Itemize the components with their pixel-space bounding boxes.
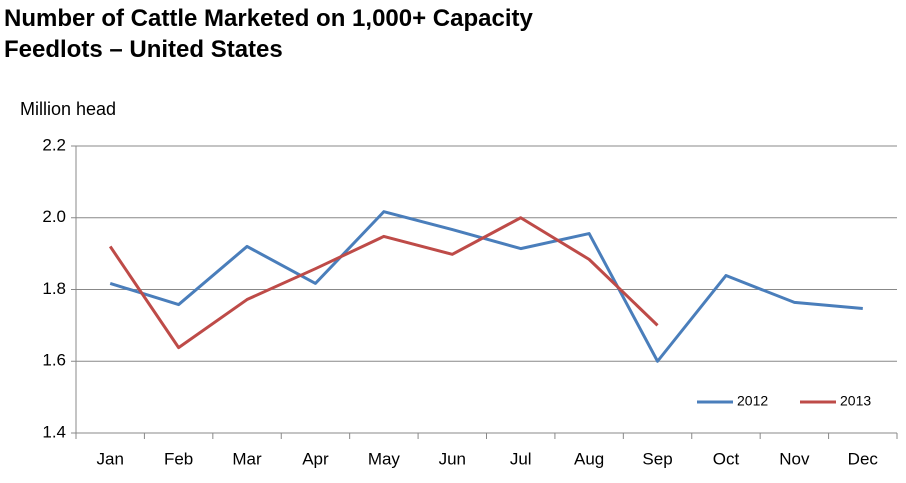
x-tick-label: Feb bbox=[164, 449, 193, 468]
y-axis-label: Million head bbox=[20, 99, 116, 119]
legend-label: 2013 bbox=[840, 393, 871, 409]
x-tick-label: Oct bbox=[713, 449, 740, 468]
x-tick-label: Nov bbox=[779, 449, 810, 468]
x-tick-label: Apr bbox=[302, 449, 329, 468]
y-tick-label: 1.6 bbox=[42, 351, 66, 370]
chart-title: Number of Cattle Marketed on 1,000+ Capa… bbox=[4, 5, 533, 32]
x-tick-label: Aug bbox=[574, 449, 604, 468]
legend-label: 2012 bbox=[737, 393, 768, 409]
x-tick-label: Jan bbox=[96, 449, 123, 468]
y-tick-label: 1.4 bbox=[42, 422, 66, 441]
x-tick-label: Dec bbox=[848, 449, 879, 468]
series-line bbox=[108, 216, 659, 350]
x-tick-label: Sep bbox=[642, 449, 672, 468]
y-tick-label: 2.2 bbox=[42, 135, 66, 154]
x-tick-label: Jul bbox=[510, 449, 532, 468]
y-tick-label: 2.0 bbox=[42, 207, 66, 226]
y-tick-label: 1.8 bbox=[42, 279, 66, 298]
series-line bbox=[109, 210, 863, 363]
x-tick-label: Mar bbox=[232, 449, 262, 468]
x-tick-label: May bbox=[368, 449, 401, 468]
chart-title: Feedlots – United States bbox=[4, 36, 283, 63]
x-tick-label: Jun bbox=[439, 449, 466, 468]
